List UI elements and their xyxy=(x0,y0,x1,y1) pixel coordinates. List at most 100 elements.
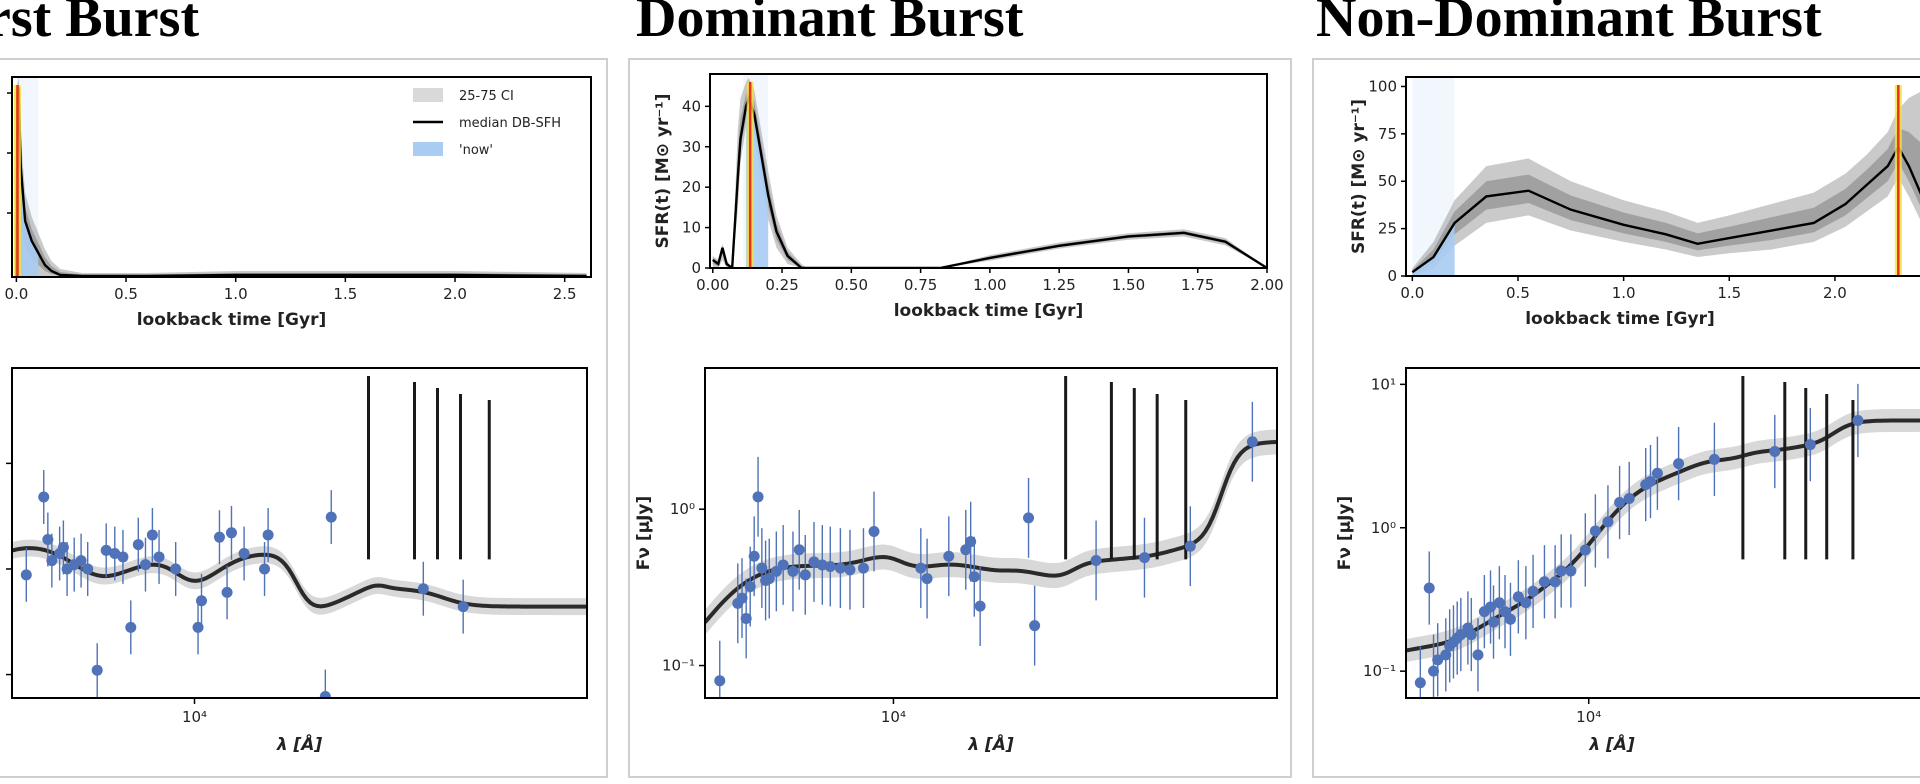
photometry-point xyxy=(38,491,50,503)
ci-inner-band xyxy=(712,88,1267,268)
photometry-point xyxy=(1623,492,1635,504)
photometry-point xyxy=(868,526,880,538)
photometry-point xyxy=(1644,476,1656,488)
y-tick-label: 50 xyxy=(1378,172,1397,190)
photometry-point xyxy=(1579,544,1591,556)
now-fill xyxy=(16,87,39,277)
photometry-point xyxy=(75,555,87,567)
photometry-point xyxy=(824,561,836,573)
photometry-point xyxy=(1708,453,1720,465)
y-tick-label: 10 xyxy=(682,219,701,237)
ci-band xyxy=(1412,92,1920,276)
photometry-point xyxy=(57,541,69,553)
sfh-axes-frame xyxy=(709,73,1268,269)
x-tick-label: 0.75 xyxy=(904,276,937,294)
photometry-point xyxy=(1504,613,1516,625)
ci-inner-band xyxy=(1412,128,1920,275)
x-tick-label: 10⁴ xyxy=(1576,708,1601,726)
y-tick-label: 25 xyxy=(1378,220,1397,238)
model-spectra-spread xyxy=(1406,408,1920,663)
legend-label-now: 'now' xyxy=(459,143,493,158)
x-tick-label: 1.0 xyxy=(224,285,248,303)
x-tick-label: 0.5 xyxy=(1506,284,1530,302)
photometry-point xyxy=(146,529,158,541)
photometry-point xyxy=(1023,512,1035,524)
photometry-point xyxy=(756,562,768,574)
y-tick-label: 10⁻¹ xyxy=(1363,662,1396,680)
photometry-point xyxy=(1527,585,1539,597)
sfh-plot-area-0 xyxy=(13,77,587,277)
x-axis-label: λ [Å] xyxy=(967,732,1014,755)
sed-plot-area-1 xyxy=(705,376,1277,698)
photometry-point xyxy=(1246,436,1258,448)
photometry-point xyxy=(192,621,204,633)
panel-first-burst xyxy=(0,58,608,778)
model-spectrum xyxy=(12,546,587,609)
photometry-point xyxy=(714,675,726,687)
photometry-point xyxy=(1673,458,1685,470)
photometry-point xyxy=(325,511,337,523)
photometry-point xyxy=(968,571,980,583)
ci-band xyxy=(712,78,1267,268)
photometry-point xyxy=(1488,616,1500,628)
x-tick-label: 1.5 xyxy=(1717,284,1741,302)
x-tick-label: 1.5 xyxy=(333,285,357,303)
sfh-plot-area-1 xyxy=(712,74,1267,268)
photometry-point xyxy=(417,583,429,595)
photometry-point xyxy=(1029,620,1041,632)
sed-axes-frame xyxy=(11,367,588,699)
photometry-point xyxy=(196,595,208,607)
photometry-point xyxy=(744,581,756,593)
photometry-point xyxy=(1499,606,1511,618)
x-axis-label: λ [Å] xyxy=(1588,732,1635,755)
photometry-point xyxy=(1472,649,1484,661)
photometry-point xyxy=(1432,654,1444,666)
photometry-point xyxy=(1428,665,1440,677)
photometry-point xyxy=(1520,597,1532,609)
photometry-point xyxy=(221,586,233,598)
title-first-burst: rst Burst xyxy=(0,0,200,49)
x-tick-label: 0.0 xyxy=(4,285,28,303)
x-tick-label: 0.25 xyxy=(765,276,798,294)
x-tick-label: 1.0 xyxy=(1612,284,1636,302)
photometry-point xyxy=(91,664,103,676)
photometry-point xyxy=(170,563,182,575)
y-tick-label: 10⁻¹ xyxy=(662,657,695,675)
photometry-point xyxy=(1493,597,1505,609)
photometry-point xyxy=(736,592,748,604)
y-tick-label: 20 xyxy=(682,178,701,196)
x-tick-label: 1.25 xyxy=(1042,276,1075,294)
y-tick-label: 10⁰ xyxy=(670,500,695,518)
photometry-point xyxy=(915,562,927,574)
sed-plot-area-0 xyxy=(12,376,587,698)
photometry-point xyxy=(1852,414,1864,426)
photometry-point xyxy=(1138,552,1150,564)
photometry-point xyxy=(1538,576,1550,588)
x-tick-label: 0.0 xyxy=(1400,284,1424,302)
x-axis-label: λ [Å] xyxy=(276,732,323,755)
y-axis-label: SFR(t) [M⊙ yr⁻¹] xyxy=(1349,99,1369,254)
photometry-point xyxy=(262,529,274,541)
photometry-point xyxy=(1465,629,1477,641)
photometry-point xyxy=(834,562,846,574)
photometry-point xyxy=(1090,554,1102,566)
x-tick-label: 0.50 xyxy=(835,276,868,294)
photometry-point xyxy=(46,555,58,567)
photometry-point xyxy=(748,550,760,562)
x-tick-label: 10⁴ xyxy=(881,708,906,726)
photometry-point xyxy=(965,536,977,548)
photometry-point xyxy=(921,573,933,585)
photometry-point xyxy=(740,612,752,624)
title-non-dominant-burst: Non-Dominant Burst xyxy=(1316,0,1822,49)
photometry-point xyxy=(42,534,54,546)
photometry-point xyxy=(1651,467,1663,479)
photometry-point xyxy=(213,531,225,543)
x-axis-label: lookback time [Gyr] xyxy=(1525,309,1715,329)
photometry-point xyxy=(117,551,129,563)
x-tick-label: 0.5 xyxy=(114,285,138,303)
x-tick-label: 1.00 xyxy=(973,276,1006,294)
photometry-point xyxy=(1549,576,1561,588)
photometry-point xyxy=(82,563,94,575)
sed-axes-frame xyxy=(1405,367,1920,699)
x-tick-label: 2.0 xyxy=(1823,284,1847,302)
